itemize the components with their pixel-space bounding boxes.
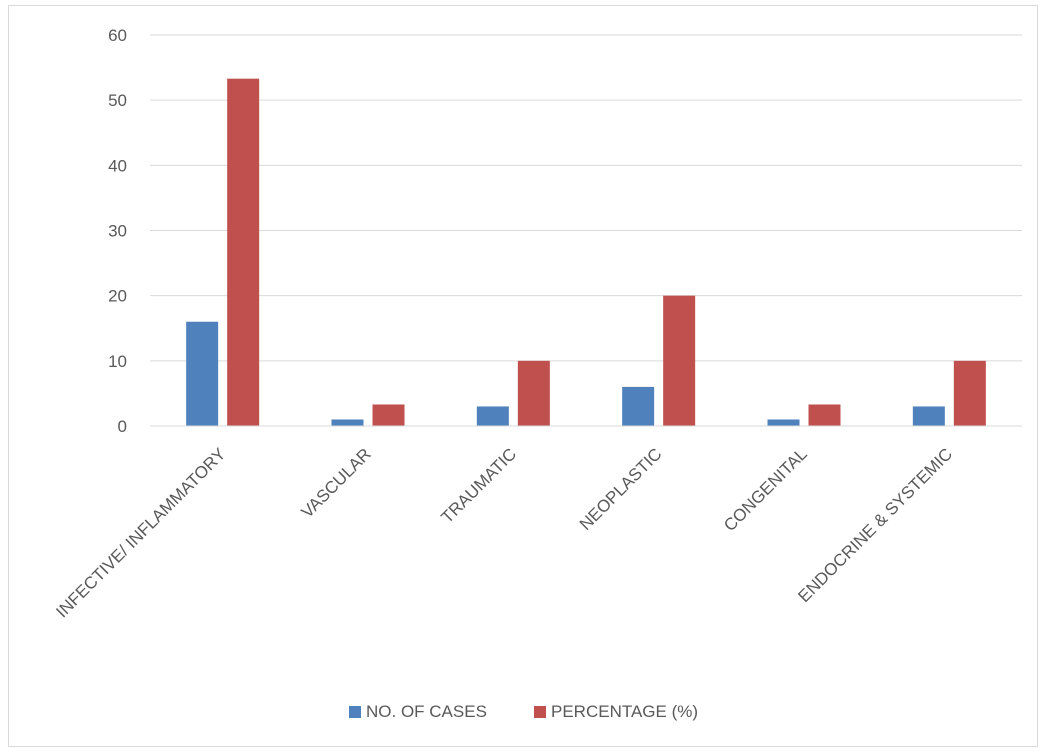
y-axis-ticks: 0 10 20 30 40 50 60	[108, 26, 127, 436]
x-category-label: TRAUMATIC	[437, 444, 520, 527]
legend-label: NO. OF CASES	[366, 702, 487, 721]
bar-cases	[622, 386, 655, 426]
bar-cases	[476, 406, 509, 426]
bar-cases	[186, 321, 219, 426]
y-tick-label: 40	[108, 156, 127, 175]
legend-swatch	[534, 706, 546, 718]
y-tick-label: 0	[118, 417, 127, 436]
bar-percentage	[663, 295, 696, 426]
bars	[186, 78, 986, 426]
bar-cases	[767, 419, 800, 426]
x-category-label: CONGENITAL	[720, 444, 811, 535]
x-category-label: NEOPLASTIC	[576, 444, 666, 534]
bar-percentage	[953, 360, 986, 426]
gridlines	[150, 34, 1022, 362]
legend-label: PERCENTAGE (%)	[551, 702, 698, 721]
x-category-label: VASCULAR	[297, 444, 374, 521]
x-axis-labels: INFECTIVE/ INFLAMMATORY VASCULAR TRAUMATIC…	[52, 444, 956, 621]
bar-percentage	[808, 404, 841, 426]
bar-percentage	[227, 78, 260, 426]
y-tick-label: 30	[108, 222, 127, 241]
bar-cases	[331, 419, 364, 426]
y-tick-label: 20	[108, 287, 127, 306]
x-category-label: INFECTIVE/ INFLAMMATORY	[52, 444, 229, 621]
y-tick-label: 10	[108, 352, 127, 371]
bar-percentage	[372, 404, 405, 426]
y-tick-label: 50	[108, 91, 127, 110]
legend: NO. OF CASES PERCENTAGE (%)	[349, 702, 698, 721]
legend-swatch	[349, 706, 361, 718]
bar-percentage	[517, 360, 550, 426]
y-tick-label: 60	[108, 26, 127, 45]
bar-cases	[912, 406, 945, 426]
x-category-label: ENDOCRINE & SYSTEMIC	[794, 444, 956, 606]
